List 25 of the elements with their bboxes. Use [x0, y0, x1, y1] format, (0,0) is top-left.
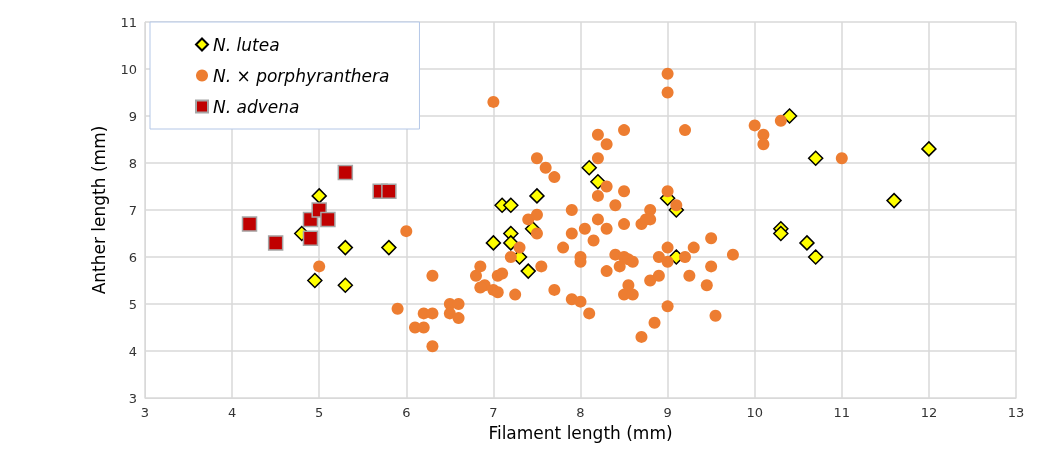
legend-label: N. advena — [213, 96, 300, 117]
x-tick-label: 12 — [920, 405, 938, 420]
x-tick-label: 13 — [1007, 405, 1025, 420]
x-tick-label: 8 — [576, 405, 585, 420]
x-tick-label: 10 — [746, 405, 763, 420]
y-tick-label: 4 — [128, 343, 137, 359]
x-tick-label: 3 — [140, 405, 150, 420]
x-tick-label: 7 — [489, 405, 498, 420]
y-axis-title: Anther length (mm) — [88, 125, 109, 295]
y-tick-label: 9 — [128, 108, 137, 124]
legend-label: N. lutea — [213, 34, 280, 55]
y-tick-label: 6 — [128, 249, 137, 265]
y-tick-label: 3 — [128, 390, 137, 406]
x-tick-label: 4 — [227, 405, 237, 420]
x-tick-label: 11 — [833, 405, 851, 420]
x-tick-label: 6 — [402, 405, 411, 420]
y-tick-label: 7 — [128, 202, 137, 218]
x-tick-label: 9 — [663, 405, 672, 420]
y-tick-label: 8 — [128, 155, 137, 171]
x-tick-label: 5 — [315, 405, 324, 420]
y-tick-label: 5 — [128, 296, 137, 312]
legend-label: N. × porphyranthera — [213, 65, 390, 86]
y-tick-label: 11 — [120, 14, 137, 30]
x-axis-title: Filament length (mm) — [488, 422, 673, 443]
y-tick-label: 10 — [120, 61, 137, 77]
